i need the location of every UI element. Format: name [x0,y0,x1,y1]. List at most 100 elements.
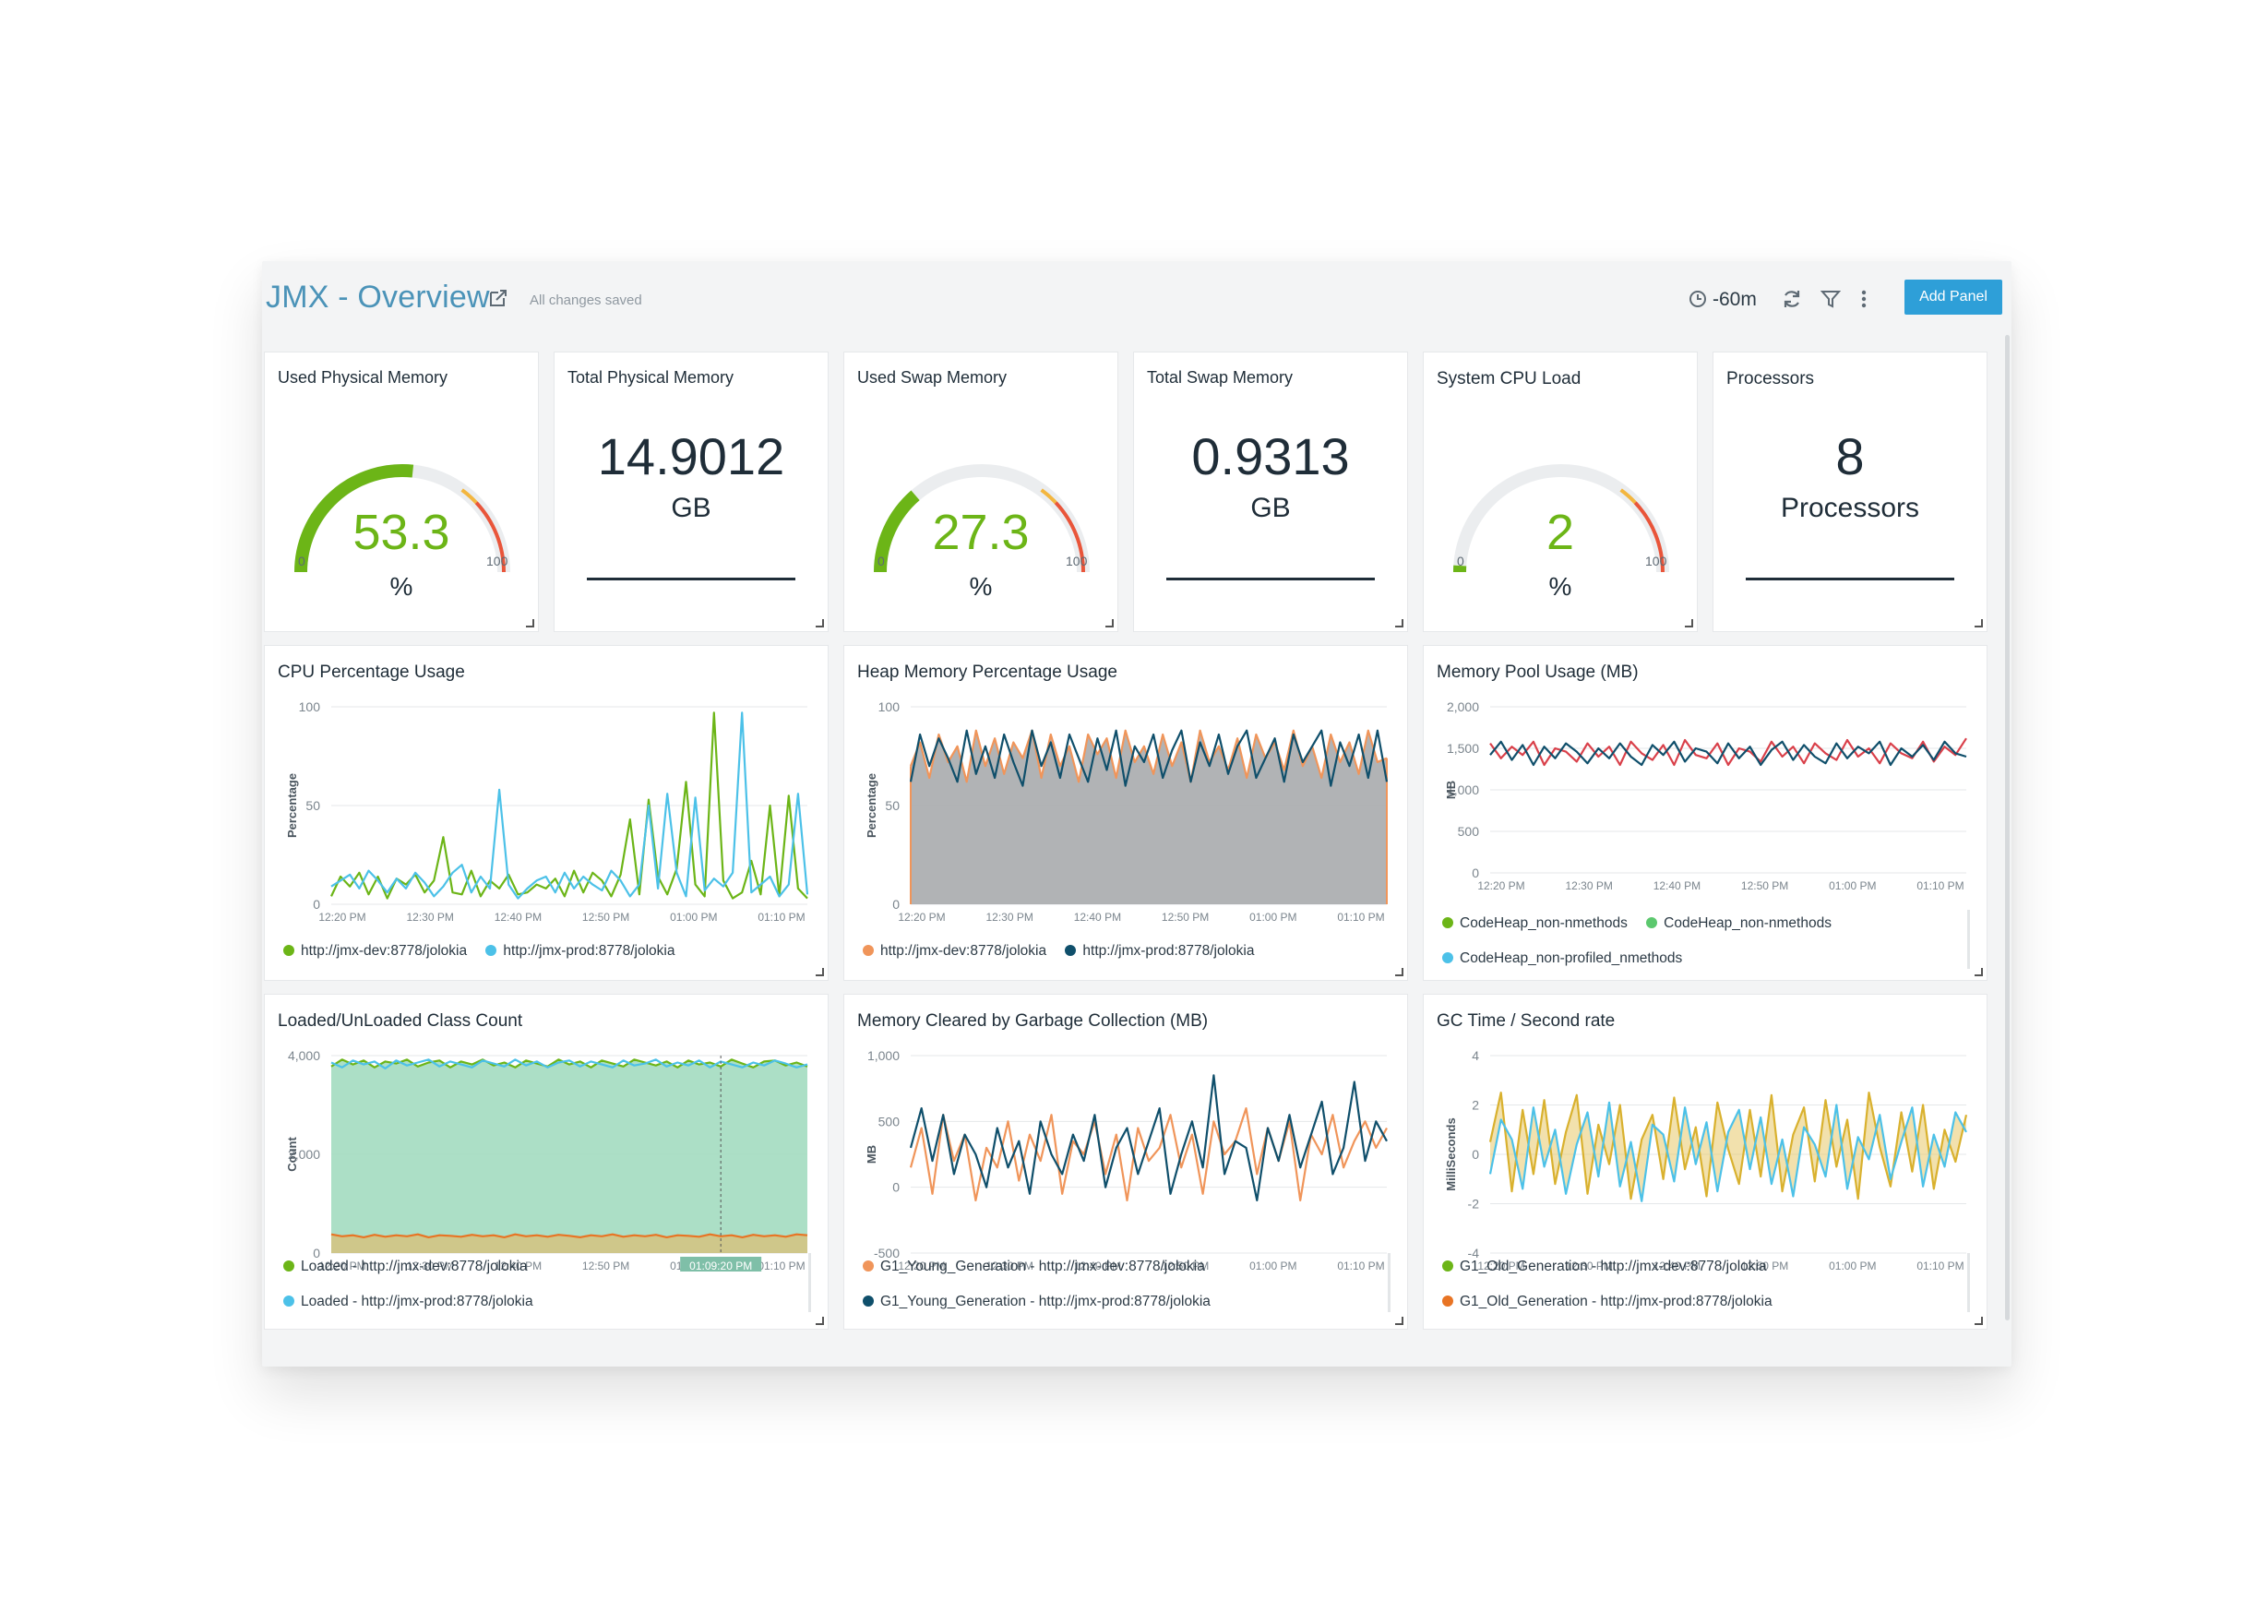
resize-handle[interactable] [816,1317,824,1325]
series-line [1488,1101,1967,1202]
chart-gc-cleared[interactable]: -500 0 500 1,000 MB 12:20 PM 12:30 PM 12:40 PM 1… [844,995,1409,1272]
gauge-critical-band [1633,501,1665,573]
panel-gc-time-rate[interactable]: GC Time / Second rate -4 -2 0 2 4 MilliSecond… [1423,994,1987,1330]
legend-scrollbar[interactable] [1967,910,1970,969]
resize-handle[interactable] [1975,619,1983,627]
series-line [1488,1092,1968,1200]
panel-gc-memory-cleared[interactable]: Memory Cleared by Garbage Collection (MB… [843,994,1408,1330]
legend-item[interactable]: http://jmx-prod:8778/jolokia [485,943,675,960]
panel-total-swap-memory[interactable]: Total Swap Memory 0.9313 GB [1133,352,1408,632]
panel-used-swap-memory[interactable]: Used Swap Memory 0 100 27.3 % [843,352,1118,632]
more-icon[interactable] [1856,288,1871,310]
chart-cpu-usage[interactable]: 0 50 100 Percentage 12:20 PM 12:30 PM 12:40 PM… [265,646,830,923]
legend-label: CodeHeap_non-nmethods [1460,915,1628,931]
series-line [330,1233,808,1238]
dashboard-scrollbar[interactable] [2005,335,2010,1320]
x-tick-label: 01:00 PM [1249,911,1296,923]
resize-handle[interactable] [1395,619,1403,627]
chart-gc-time[interactable]: -4 -2 0 2 4 MilliSeconds 12:20 PM 12:30 PM 12:40… [1424,995,1988,1272]
x-tick-label: 12:50 PM [1162,1260,1209,1272]
edit-icon[interactable] [487,287,509,309]
gauge-value: 53.3 [352,505,450,560]
panel-processors[interactable]: Processors 8 Processors [1713,352,1987,632]
x-tick-label: 12:20 PM [1477,879,1524,892]
resize-handle[interactable] [1975,968,1983,976]
legend-label: Loaded - http://jmx-dev:8778/jolokia [301,1259,528,1274]
legend-scrollbar[interactable] [1967,1253,1970,1312]
legend-item[interactable]: Loaded - http://jmx-dev:8778/jolokia [283,1259,528,1275]
legend-scrollbar[interactable] [808,1253,811,1312]
panel-memory-pool-usage[interactable]: Memory Pool Usage (MB) 0 500 1,000 1,500 2,0… [1423,645,1987,981]
y-axis-label: MB [1444,781,1458,799]
chart-class-count[interactable]: 0 2,000 4,000 Count 12:20 PM 12:30 PM 12:40 PM… [265,995,830,1272]
chart-legend-row2: Loaded - http://jmx-prod:8778/jolokia [283,1294,548,1310]
x-tick-label: 12:30 PM [986,911,1033,923]
panel-total-physical-memory[interactable]: Total Physical Memory 14.9012 GB [554,352,829,632]
resize-handle[interactable] [1685,619,1693,627]
y-tick-label: 1,000 [1447,782,1479,797]
panel-class-count[interactable]: Loaded/UnLoaded Class Count 0 2,000 4,000 C… [264,994,829,1330]
legend-item[interactable]: G1_Young_Generation - http://jmx-dev:877… [863,1259,1205,1275]
y-tick-label: 2,000 [288,1147,320,1162]
panel-title: Used Swap Memory [857,368,1008,387]
legend-item[interactable]: Loaded - http://jmx-prod:8778/jolokia [283,1294,533,1310]
legend-item[interactable]: G1_Old_Generation - http://jmx-prod:8778… [1442,1294,1773,1310]
chart-heap-usage[interactable]: 0 50 100 Percentage 12:20 PM 12:30 PM 12:40 PM… [844,646,1409,923]
gauge-fill [874,490,920,573]
panel-title: System CPU Load [1437,369,1582,388]
resize-handle[interactable] [1395,968,1403,976]
area-fill-unloaded [331,1234,807,1253]
x-tick-label: 01:00 PM [670,911,717,923]
resize-handle[interactable] [1395,1317,1403,1325]
legend-scrollbar[interactable] [1388,1253,1391,1312]
single-value-unit: GB [1250,493,1291,523]
x-tick-label: 01:10 PM [758,911,805,923]
legend-item[interactable]: G1_Young_Generation - http://jmx-prod:87… [863,1294,1211,1310]
x-tick-label: 12:50 PM [582,911,629,923]
chart-memory-pool[interactable]: 0 500 1,000 1,500 2,000 MB 12:20 PM 12:30 PM 12:… [1424,646,1988,895]
chart-legend: G1_Old_Generation - http://jmx-dev:8778/… [1442,1259,1782,1275]
time-range-selector[interactable]: -60m [1713,289,1757,310]
legend-label: G1_Young_Generation - http://jmx-dev:877… [880,1259,1205,1274]
series-line [909,729,1389,787]
gauge-unit: % [1548,572,1572,601]
panel-cpu-percentage-usage[interactable]: CPU Percentage Usage 0 50 100 Percentage 12:… [264,645,829,981]
single-value-unit: Processors [1780,493,1920,523]
resize-handle[interactable] [1105,619,1114,627]
panel-used-physical-memory[interactable]: Used Physical Memory 0 100 53.3 % [264,352,539,632]
legend-item[interactable]: CodeHeap_non-nmethods [1442,915,1628,932]
filter-icon[interactable] [1820,289,1841,309]
legend-item[interactable]: CodeHeap_non-profiled_nmethods [1442,950,1682,967]
x-tick-label: 12:40 PM [1074,911,1121,923]
x-tick-label: 01:10 PM [1916,879,1964,892]
legend-item[interactable]: http://jmx-dev:8778/jolokia [283,943,467,960]
add-panel-button[interactable]: Add Panel [1904,280,2002,315]
resize-handle[interactable] [816,619,824,627]
panel-heap-memory-percentage[interactable]: Heap Memory Percentage Usage 0 50 100 Perce… [843,645,1408,981]
chart-legend: Loaded - http://jmx-dev:8778/jolokia [283,1259,543,1275]
legend-item[interactable]: http://jmx-dev:8778/jolokia [863,943,1046,960]
y-tick-label: 4,000 [288,1048,320,1063]
clock-icon[interactable] [1689,290,1707,308]
resize-handle[interactable] [816,968,824,976]
x-tick-label: 12:30 PM [986,1260,1033,1272]
panel-system-cpu-load[interactable]: System CPU Load 0 100 2 % [1423,352,1698,632]
gauge-max: 100 [1066,554,1088,568]
y-tick-label: 0 [892,897,900,912]
gauge-fill [294,464,414,573]
x-tick-label: 12:40 PM [1074,1260,1121,1272]
refresh-icon[interactable] [1781,288,1803,310]
x-tick-label: 12:50 PM [582,1260,629,1272]
chart-legend: http://jmx-dev:8778/jolokia http://jmx-p… [863,943,1270,960]
resize-handle[interactable] [1975,1317,1983,1325]
legend-item[interactable]: http://jmx-prod:8778/jolokia [1065,943,1255,960]
save-status: All changes saved [530,293,642,308]
legend-item[interactable]: G1_Old_Generation - http://jmx-dev:8778/… [1442,1259,1767,1275]
y-axis-label: Count [285,1137,299,1172]
y-tick-label: 500 [1458,824,1480,839]
y-axis-label: Percentage [285,773,299,838]
resize-handle[interactable] [526,619,534,627]
legend-label: CodeHeap_non-nmethods [1664,915,1832,931]
legend-item[interactable]: CodeHeap_non-nmethods [1646,915,1832,932]
legend-label: http://jmx-dev:8778/jolokia [880,943,1047,959]
